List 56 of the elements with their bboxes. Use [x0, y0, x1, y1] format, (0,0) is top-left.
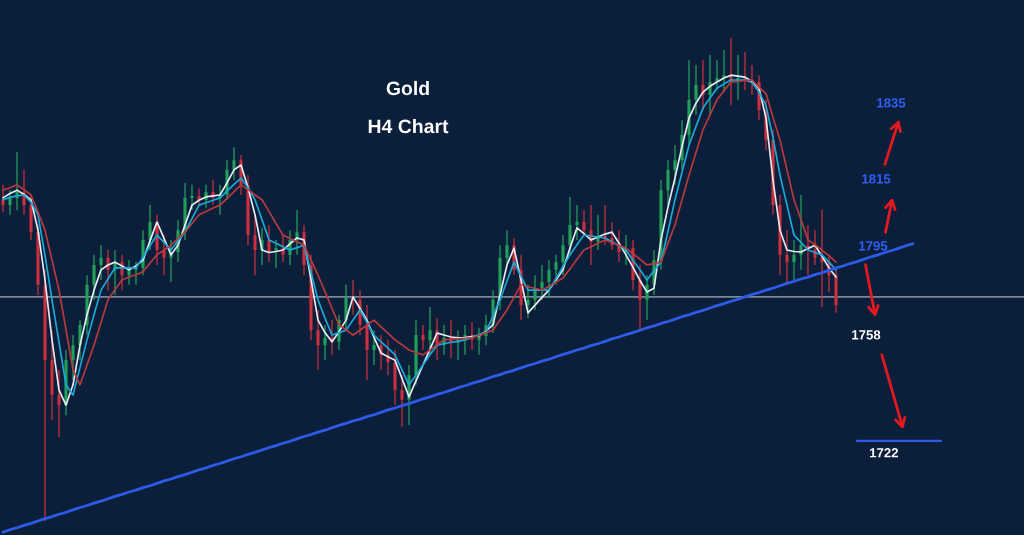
candlestick: [232, 146, 236, 181]
candlestick: [71, 334, 75, 381]
candlestick: [547, 259, 551, 299]
candlestick: [22, 169, 26, 216]
candlestick: [694, 64, 698, 116]
candlestick: [638, 264, 642, 331]
candlestick: [274, 239, 278, 269]
candlestick: [99, 244, 103, 281]
candlestick: [582, 209, 586, 236]
candlestick: [386, 339, 390, 376]
candlestick: [8, 189, 12, 216]
candlestick: [645, 274, 649, 321]
candlestick: [526, 284, 530, 319]
candlestick: [561, 234, 565, 276]
candlestick: [701, 59, 705, 111]
candlestick: [428, 306, 432, 356]
candlestick: [792, 239, 796, 281]
candlestick: [421, 324, 425, 351]
candlestick: [253, 214, 257, 276]
candlestick: [295, 209, 299, 256]
candlestick: [197, 187, 201, 206]
annotation: 1795: [859, 241, 888, 251]
candlestick: [575, 204, 579, 241]
candlestick: [568, 196, 572, 256]
annotation: 1815: [862, 174, 891, 184]
series-label: 1722: [870, 448, 899, 458]
candlestick: [477, 327, 481, 356]
candlestick: [190, 184, 194, 211]
candlestick: [505, 229, 509, 266]
candlestick: [148, 204, 152, 251]
candlestick: [106, 249, 110, 291]
candlestick: [1, 184, 5, 213]
annotation: 1835: [877, 98, 906, 108]
candlestick: [715, 59, 719, 91]
candlestick: [57, 369, 61, 438]
annotation: 1758: [852, 330, 881, 340]
candlestick: [540, 264, 544, 301]
candlestick: [162, 234, 166, 276]
candlestick: [554, 254, 558, 286]
candlestick: [722, 49, 726, 93]
candlestick: [666, 159, 670, 206]
candlestick: [799, 194, 803, 271]
candlestick: [400, 374, 404, 428]
candlestick: [617, 229, 621, 263]
candlestick: [708, 54, 712, 116]
candlestick: [127, 259, 131, 286]
candlestick: [820, 209, 824, 308]
candlestick: [267, 224, 271, 263]
candlestick: [813, 229, 817, 266]
candlestick: [323, 324, 327, 361]
candlestick: [673, 144, 677, 186]
candlestick: [92, 254, 96, 301]
candlestick: [316, 309, 320, 371]
text: Gold: [386, 80, 429, 96]
candlestick: [372, 329, 376, 366]
text: H4 Chart: [368, 118, 449, 134]
